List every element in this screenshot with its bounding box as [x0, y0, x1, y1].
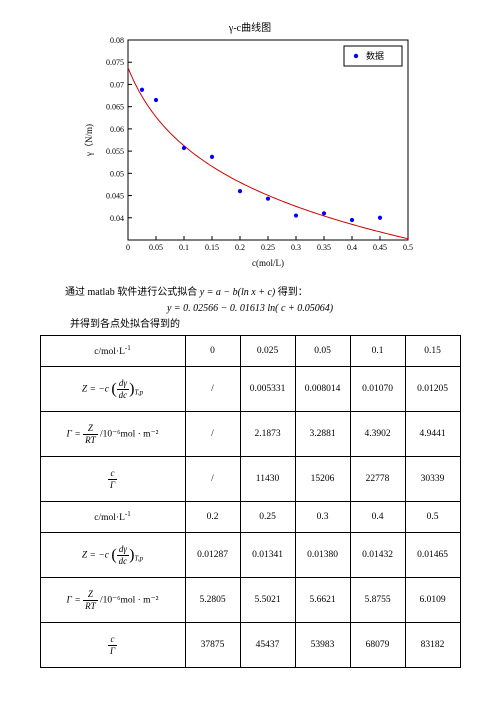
svg-text:0.3: 0.3 — [291, 243, 301, 252]
svg-text:数据: 数据 — [366, 50, 384, 61]
table-row: Γ = ZRT /10⁻⁶mol · m⁻² / 2.1873 3.2881 4… — [40, 412, 460, 457]
table-row: c/mol·L-1 0.2 0.25 0.3 0.4 0.5 — [40, 502, 460, 533]
row-label-Gamma: Γ = ZRT /10⁻⁶mol · m⁻² — [40, 578, 185, 623]
svg-text:0.07: 0.07 — [110, 80, 124, 89]
svg-text:0.45: 0.45 — [373, 243, 387, 252]
svg-text:0.04: 0.04 — [110, 214, 124, 223]
svg-text:c(mol/L): c(mol/L) — [252, 258, 284, 268]
svg-text:0.065: 0.065 — [106, 103, 124, 112]
svg-text:γ（N/m): γ（N/m) — [84, 124, 94, 157]
svg-text:0.2: 0.2 — [235, 243, 245, 252]
table-row: Γ = ZRT /10⁻⁶mol · m⁻² 5.2805 5.5021 5.6… — [40, 578, 460, 623]
gamma-c-chart: γ-c曲线图 0 0.05 0.1 0.15 0.2 0.25 0.3 0.35 0.4 0.45 0… — [80, 20, 420, 270]
table-row: cΓ / 11430 15206 22778 30339 — [40, 457, 460, 502]
fit-equation: y = 0. 02566 − 0. 01613 ln( c + 0.05064) — [50, 301, 450, 317]
row-label-Gamma: Γ = ZRT /10⁻⁶mol · m⁻² — [40, 412, 185, 457]
svg-text:0.5: 0.5 — [403, 243, 413, 252]
svg-text:0.35: 0.35 — [317, 243, 331, 252]
svg-text:γ-c曲线图: γ-c曲线图 — [228, 21, 271, 34]
svg-text:0.06: 0.06 — [110, 125, 124, 134]
table-row: Z = −c (dγdc)T,p / 0.005331 0.008014 0.0… — [40, 367, 460, 412]
results-table: c/mol·L-1 0 0.025 0.05 0.1 0.15 Z = −c (… — [40, 335, 461, 668]
svg-text:0.075: 0.075 — [106, 58, 124, 67]
svg-text:0.4: 0.4 — [347, 243, 357, 252]
row-label-c: c/mol·L-1 — [40, 336, 185, 367]
table-row: c/mol·L-1 0 0.025 0.05 0.1 0.15 — [40, 336, 460, 367]
chart-container: γ-c曲线图 0 0.05 0.1 0.15 0.2 0.25 0.3 0.35 0.4 0.45 0… — [80, 20, 420, 273]
row-label-cOverGamma: cΓ — [40, 457, 185, 502]
row-label-cOverGamma: cΓ — [40, 623, 185, 668]
svg-text:0.1: 0.1 — [179, 243, 189, 252]
fit-description-line1: 通过 matlab 软件进行公式拟合 y = a − b(ln x + c) 得… — [50, 285, 450, 301]
svg-text:0: 0 — [126, 243, 130, 252]
svg-text:0.05: 0.05 — [110, 169, 124, 178]
row-label-Z: Z = −c (dγdc)T,p — [40, 367, 185, 412]
fit-description-line2: 并得到各点处拟合得到的 — [70, 317, 470, 333]
row-label-c: c/mol·L-1 — [40, 502, 185, 533]
svg-text:0.05: 0.05 — [149, 243, 163, 252]
table-row: Z = −c (dγdc)T,p 0.01287 0.01341 0.01380… — [40, 533, 460, 578]
svg-text:0.08: 0.08 — [110, 36, 124, 45]
svg-text:0.045: 0.045 — [106, 192, 124, 201]
table-row: cΓ 37875 45437 53983 68079 83182 — [40, 623, 460, 668]
row-label-Z: Z = −c (dγdc)T,p — [40, 533, 185, 578]
svg-text:0.25: 0.25 — [261, 243, 275, 252]
svg-text:0.055: 0.055 — [106, 147, 124, 156]
svg-text:0.15: 0.15 — [205, 243, 219, 252]
